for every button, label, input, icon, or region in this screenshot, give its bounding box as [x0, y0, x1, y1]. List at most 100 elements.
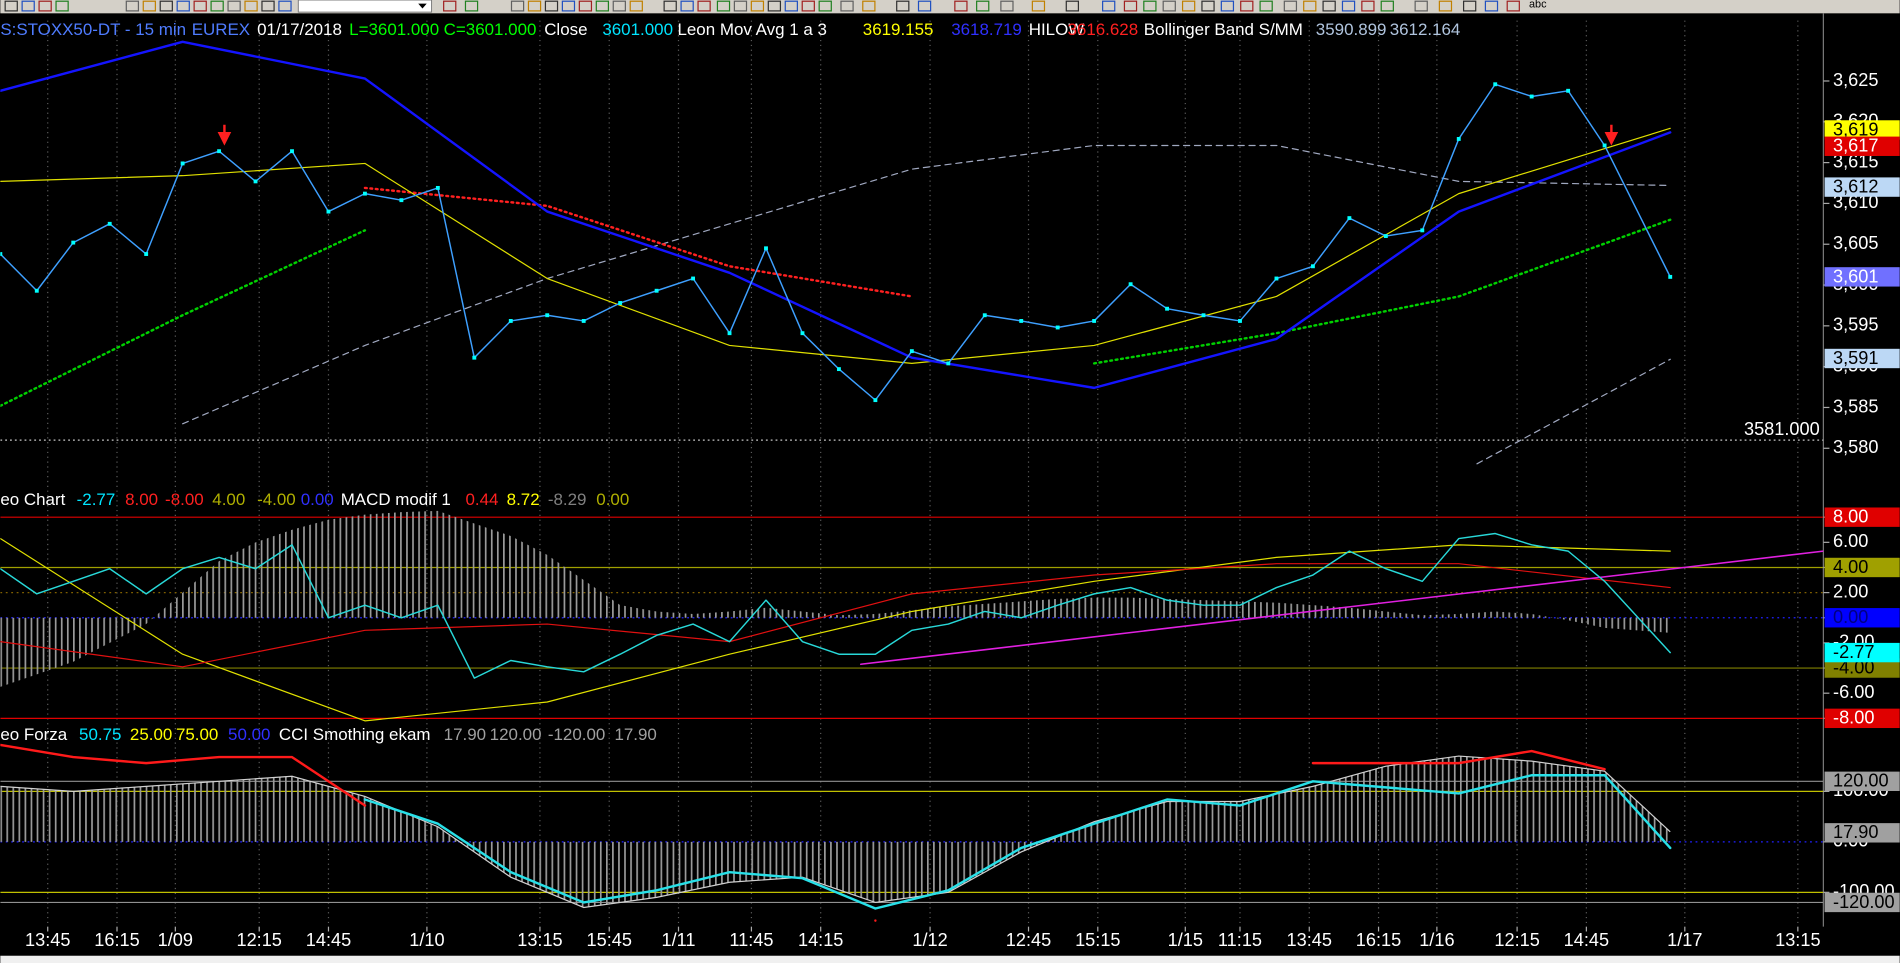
series-line — [0, 743, 1606, 922]
toolbar-icon — [244, 0, 258, 12]
macd-pane — [0, 510, 1824, 722]
toolbar-icon — [159, 0, 173, 12]
toolbar-icon — [1065, 0, 1080, 12]
y-tick-label: 3,595 — [1833, 315, 1878, 335]
pane-header: -2.77 — [77, 490, 116, 509]
toolbar-icon — [227, 0, 241, 12]
toolbar-icon — [862, 0, 876, 12]
close-point — [545, 313, 550, 318]
status-strip — [0, 955, 1900, 963]
x-tick-label: 13:15 — [1775, 930, 1820, 950]
toolbar-icon — [716, 0, 731, 12]
close-point — [435, 185, 440, 190]
axis-marker-label: -4.00 — [1833, 657, 1874, 677]
toolbar-icon — [261, 0, 275, 12]
close-point — [326, 209, 331, 214]
toolbar-icon — [767, 0, 782, 12]
toolbar-icon — [1220, 0, 1235, 12]
close-point — [764, 246, 768, 251]
close-point — [727, 331, 732, 336]
toolbar-icon — [917, 0, 932, 12]
x-tick-label: 1/12 — [912, 930, 947, 950]
close-point — [1238, 319, 1242, 323]
histogram-area — [0, 756, 1671, 908]
close-point — [1566, 88, 1571, 93]
close-point — [1055, 325, 1060, 330]
y-tick-label: 2.00 — [1833, 581, 1868, 601]
toolbar — [0, 0, 1900, 14]
toolbar-icon — [896, 0, 910, 12]
axis-marker — [1824, 658, 1900, 678]
toolbar-icon — [1143, 0, 1157, 12]
axis-marker — [1824, 608, 1900, 628]
pane-header: CCI Smothing ekam — [279, 725, 431, 744]
axis-marker — [1824, 642, 1900, 663]
pane-header: 50.75 — [79, 725, 121, 744]
close-point — [691, 276, 696, 281]
close-point — [1092, 319, 1097, 323]
toolbar-icon — [1240, 0, 1254, 12]
close-point — [399, 198, 404, 203]
close-point — [290, 149, 294, 154]
pane-header: Leon Mov Avg 1 a 3 — [677, 20, 826, 39]
signal-arrow — [217, 124, 232, 146]
axis-marker — [1824, 136, 1900, 156]
pane-header: 25.00 — [130, 725, 172, 744]
axis-marker — [1824, 708, 1900, 729]
close-point — [946, 361, 951, 366]
close-point — [1310, 264, 1315, 269]
toolbar-icon — [1341, 0, 1356, 12]
toolbar-icon — [176, 0, 190, 12]
series-line — [0, 127, 1671, 364]
x-tick-label: 12:15 — [236, 930, 281, 950]
close-point — [618, 301, 623, 305]
pane-header: L=3601.000 — [349, 20, 439, 39]
toolbar-icon — [1361, 0, 1375, 12]
toolbar-icon — [612, 0, 626, 12]
axis-marker — [1824, 177, 1900, 197]
close-point — [1347, 216, 1352, 221]
toolbar-icon — [1414, 0, 1428, 12]
axis-marker-label: -8.00 — [1833, 708, 1874, 728]
axis-marker — [1824, 892, 1900, 913]
pane-header: eo Forza — [0, 725, 67, 744]
pane-header: 4.00 — [212, 490, 245, 509]
toolbar-icon — [278, 0, 292, 12]
toolbar-icon — [1322, 0, 1336, 12]
close-point — [1493, 82, 1498, 87]
x-tick-label: 16:15 — [1356, 930, 1401, 950]
toolbar-text-tool[interactable]: abc — [1529, 0, 1547, 11]
axis-marker — [1824, 348, 1900, 369]
toolbar-icon — [1380, 0, 1394, 12]
toolbar-icon — [818, 0, 832, 12]
y-tick-label: 3,625 — [1833, 70, 1878, 90]
toolbar-icon — [1484, 0, 1499, 12]
close-point — [909, 349, 914, 354]
axis-marker — [1824, 771, 1900, 791]
x-tick-label: 11:45 — [729, 930, 773, 950]
pane-header: 01/17/2018 — [257, 20, 342, 39]
axis-marker — [1824, 267, 1900, 287]
pane-header: 50.00 — [228, 725, 270, 744]
close-point — [253, 179, 258, 184]
toolbar-icon — [578, 0, 593, 12]
axis-marker-label: 3,591 — [1833, 348, 1878, 368]
pane-header: C=3601.000 — [444, 20, 537, 39]
x-tick-label: 15:45 — [587, 930, 632, 950]
axis-marker-label: -2.77 — [1833, 642, 1874, 662]
close-point — [982, 313, 987, 318]
signal-arrow — [1604, 124, 1619, 146]
pane-header: 75.00 — [176, 725, 218, 744]
series-line — [363, 774, 1672, 910]
pane-header: Bollinger Band S/MM — [1144, 20, 1303, 39]
toolbar-dropdown[interactable] — [297, 0, 433, 13]
close-point — [654, 288, 659, 293]
close-point — [180, 161, 185, 166]
x-tick-label: 15:15 — [1075, 930, 1120, 950]
series-line — [0, 537, 1671, 722]
close-point — [800, 331, 805, 336]
grid — [47, 20, 1799, 927]
x-tick-label: 14:15 — [798, 930, 843, 950]
